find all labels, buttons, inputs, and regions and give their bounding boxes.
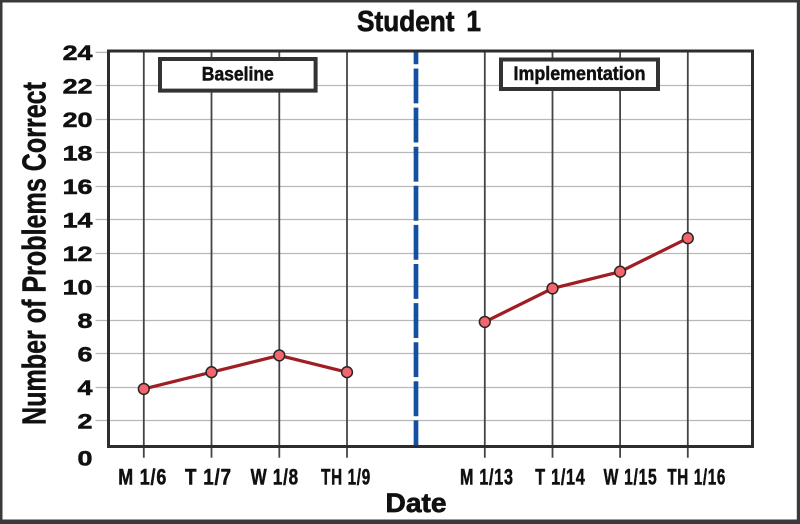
- svg-text:4: 4: [78, 377, 93, 401]
- svg-text:Implementation: Implementation: [514, 63, 646, 85]
- svg-text:24: 24: [63, 42, 93, 66]
- svg-text:Number of Problems Correct: Number of Problems Correct: [16, 82, 53, 425]
- svg-text:10: 10: [63, 276, 93, 300]
- svg-text:2: 2: [78, 410, 93, 434]
- svg-text:22: 22: [63, 75, 93, 99]
- svg-text:T 1/14: T 1/14: [535, 466, 585, 490]
- svg-text:12: 12: [63, 243, 93, 267]
- svg-text:16: 16: [63, 176, 93, 200]
- svg-text:Baseline: Baseline: [202, 65, 274, 86]
- svg-text:TH 1/16: TH 1/16: [667, 466, 726, 490]
- svg-text:Date: Date: [386, 488, 447, 518]
- svg-text:W 1/8: W 1/8: [251, 465, 299, 490]
- svg-text:M 1/13: M 1/13: [460, 466, 514, 490]
- svg-text:0: 0: [78, 447, 93, 471]
- svg-text:14: 14: [63, 209, 93, 233]
- svg-text:TH 1/9: TH 1/9: [321, 466, 371, 490]
- svg-text:M 1/6: M 1/6: [118, 466, 167, 490]
- svg-text:20: 20: [63, 109, 93, 133]
- svg-text:T 1/7: T 1/7: [185, 466, 232, 490]
- svg-text:Student 1: Student 1: [357, 6, 481, 38]
- svg-text:W 1/15: W 1/15: [604, 466, 658, 490]
- svg-text:18: 18: [63, 142, 93, 166]
- svg-text:6: 6: [78, 343, 93, 367]
- svg-text:8: 8: [78, 310, 93, 334]
